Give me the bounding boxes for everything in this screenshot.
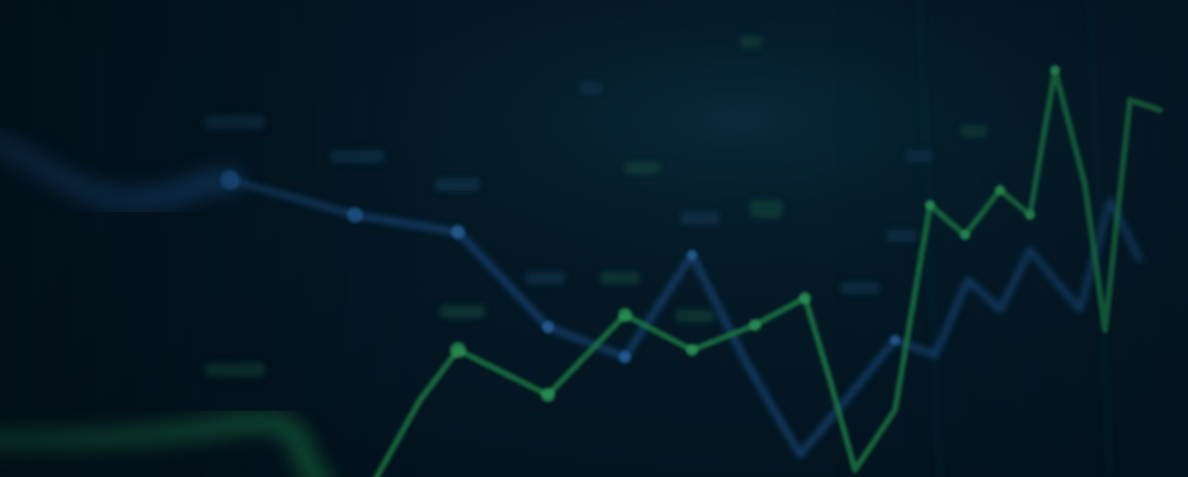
blue-marker	[220, 170, 240, 190]
blue-marker	[619, 351, 631, 363]
blurred-label	[840, 282, 880, 294]
blurred-label	[960, 125, 988, 137]
blue-marker	[542, 321, 554, 333]
green-marker	[749, 319, 761, 331]
blue-marker	[347, 207, 363, 223]
green-marker	[541, 388, 555, 402]
green-marker	[1050, 65, 1060, 75]
blurred-label	[580, 82, 602, 94]
green-marker	[1025, 210, 1035, 220]
blurred-label	[680, 212, 720, 224]
blurred-label	[525, 272, 565, 284]
blurred-label	[905, 150, 933, 162]
blurred-label	[675, 310, 715, 322]
green-marker	[799, 292, 811, 304]
blurred-label	[740, 36, 762, 48]
blue-marker	[687, 250, 697, 260]
green-marker	[686, 344, 698, 356]
green-marker	[618, 308, 632, 322]
blurred-label	[885, 230, 917, 242]
green-marker	[995, 185, 1005, 195]
blue-marker	[890, 335, 900, 345]
blurred-label	[625, 162, 660, 174]
blurred-label	[750, 200, 782, 218]
blurred-label	[440, 305, 485, 318]
blurred-label	[205, 115, 265, 129]
green-marker	[450, 342, 466, 358]
blurred-label	[600, 272, 640, 284]
blue-marker	[451, 225, 465, 239]
blurred-label	[435, 178, 480, 191]
blurred-label	[330, 150, 385, 163]
green-marker	[925, 200, 935, 210]
blurred-label	[205, 363, 265, 377]
green-marker	[960, 230, 970, 240]
